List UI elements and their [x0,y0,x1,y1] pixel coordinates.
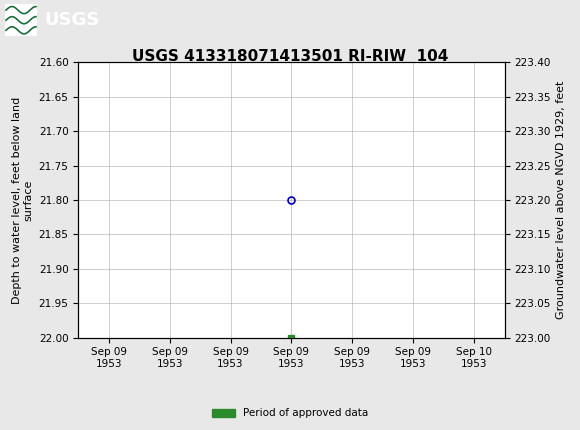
Y-axis label: Depth to water level, feet below land
surface: Depth to water level, feet below land su… [12,96,33,304]
Y-axis label: Groundwater level above NGVD 1929, feet: Groundwater level above NGVD 1929, feet [556,81,567,319]
Text: USGS 413318071413501 RI-RIW  104: USGS 413318071413501 RI-RIW 104 [132,49,448,64]
FancyBboxPatch shape [5,4,37,37]
Legend: Period of approved data: Period of approved data [208,404,372,423]
Text: USGS: USGS [44,11,99,29]
